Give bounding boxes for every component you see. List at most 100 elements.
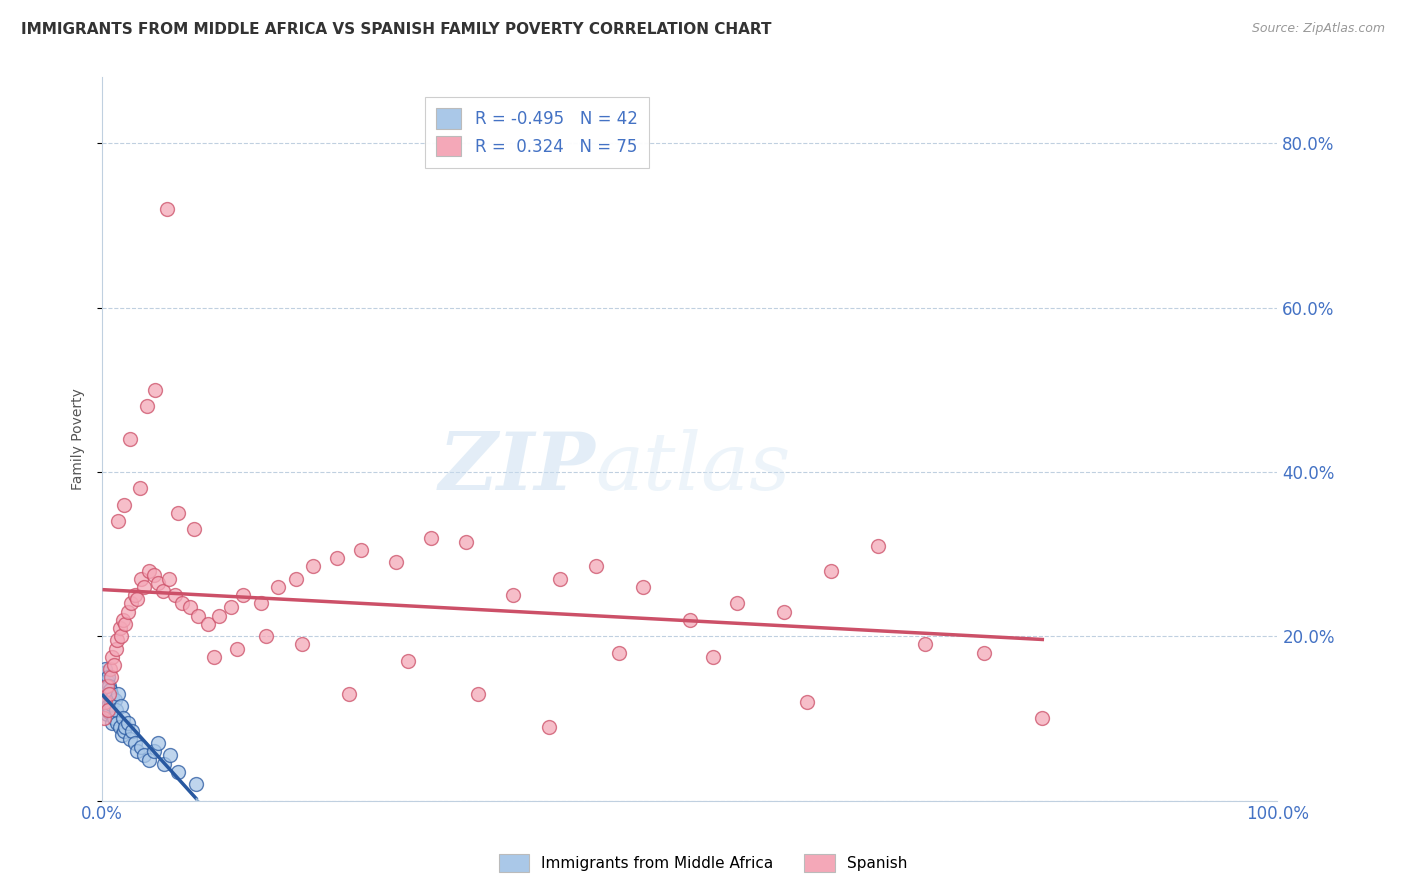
Point	[167, 506, 190, 520]
Point	[127, 744, 149, 758]
Point	[456, 534, 478, 549]
Point	[502, 588, 524, 602]
Point	[396, 654, 419, 668]
Point	[725, 596, 748, 610]
Point	[97, 670, 120, 684]
Legend: R = -0.495   N = 42, R =  0.324   N = 75: R = -0.495 N = 42, R = 0.324 N = 75	[425, 96, 650, 168]
Point	[129, 572, 152, 586]
Point	[104, 693, 127, 707]
Point	[153, 756, 176, 771]
Point	[108, 720, 131, 734]
Legend: Immigrants from Middle Africa, Spanish: Immigrants from Middle Africa, Spanish	[491, 846, 915, 880]
Point	[148, 736, 170, 750]
Point	[420, 531, 443, 545]
Point	[866, 539, 889, 553]
Point	[120, 432, 142, 446]
Point	[94, 703, 117, 717]
Point	[107, 687, 129, 701]
Point	[105, 641, 128, 656]
Text: atlas: atlas	[596, 429, 792, 507]
Point	[1031, 711, 1053, 725]
Point	[384, 555, 406, 569]
Point	[170, 596, 193, 610]
Point	[98, 662, 121, 676]
Point	[105, 715, 128, 730]
Point	[94, 662, 117, 676]
Y-axis label: Family Poverty: Family Poverty	[72, 388, 86, 490]
Point	[914, 638, 936, 652]
Point	[208, 608, 231, 623]
Point	[184, 777, 207, 791]
Point	[120, 596, 142, 610]
Point	[267, 580, 290, 594]
Point	[155, 202, 177, 216]
Point	[772, 605, 794, 619]
Point	[101, 690, 124, 705]
Point	[93, 711, 115, 725]
Point	[467, 687, 489, 701]
Point	[143, 383, 166, 397]
Point	[91, 687, 114, 701]
Point	[114, 616, 136, 631]
Point	[97, 699, 120, 714]
Point	[284, 572, 307, 586]
Point	[97, 679, 120, 693]
Point	[124, 736, 146, 750]
Point	[142, 744, 165, 758]
Point	[326, 551, 349, 566]
Point	[226, 641, 249, 656]
Point	[111, 728, 134, 742]
Point	[127, 592, 149, 607]
Point	[152, 584, 174, 599]
Point	[96, 679, 118, 693]
Point	[159, 748, 181, 763]
Point	[93, 695, 115, 709]
Point	[138, 564, 160, 578]
Point	[100, 697, 122, 711]
Point	[117, 715, 139, 730]
Point	[337, 687, 360, 701]
Point	[120, 731, 142, 746]
Point	[96, 707, 118, 722]
Point	[302, 559, 325, 574]
Point	[679, 613, 702, 627]
Point	[796, 695, 818, 709]
Point	[121, 723, 143, 738]
Point	[202, 649, 225, 664]
Point	[349, 543, 371, 558]
Point	[631, 580, 654, 594]
Point	[249, 596, 271, 610]
Point	[232, 588, 254, 602]
Point	[100, 670, 122, 684]
Point	[105, 633, 128, 648]
Point	[179, 600, 201, 615]
Point	[98, 682, 121, 697]
Point	[219, 600, 242, 615]
Point	[607, 646, 630, 660]
Point	[110, 629, 132, 643]
Point	[112, 711, 135, 725]
Text: ZIP: ZIP	[439, 429, 596, 507]
Point	[183, 523, 205, 537]
Point	[256, 629, 278, 643]
Point	[101, 649, 124, 664]
Text: Source: ZipAtlas.com: Source: ZipAtlas.com	[1251, 22, 1385, 36]
Point	[107, 514, 129, 528]
Point	[112, 723, 135, 738]
Point	[148, 575, 170, 590]
Point	[134, 748, 156, 763]
Point	[97, 703, 120, 717]
Point	[167, 764, 190, 779]
Point	[197, 616, 219, 631]
Point	[103, 658, 125, 673]
Point	[112, 498, 135, 512]
Point	[103, 711, 125, 725]
Point	[157, 572, 180, 586]
Point	[702, 649, 724, 664]
Point	[163, 588, 186, 602]
Point	[110, 699, 132, 714]
Point	[187, 608, 209, 623]
Point	[134, 580, 156, 594]
Point	[973, 646, 995, 660]
Point	[124, 588, 146, 602]
